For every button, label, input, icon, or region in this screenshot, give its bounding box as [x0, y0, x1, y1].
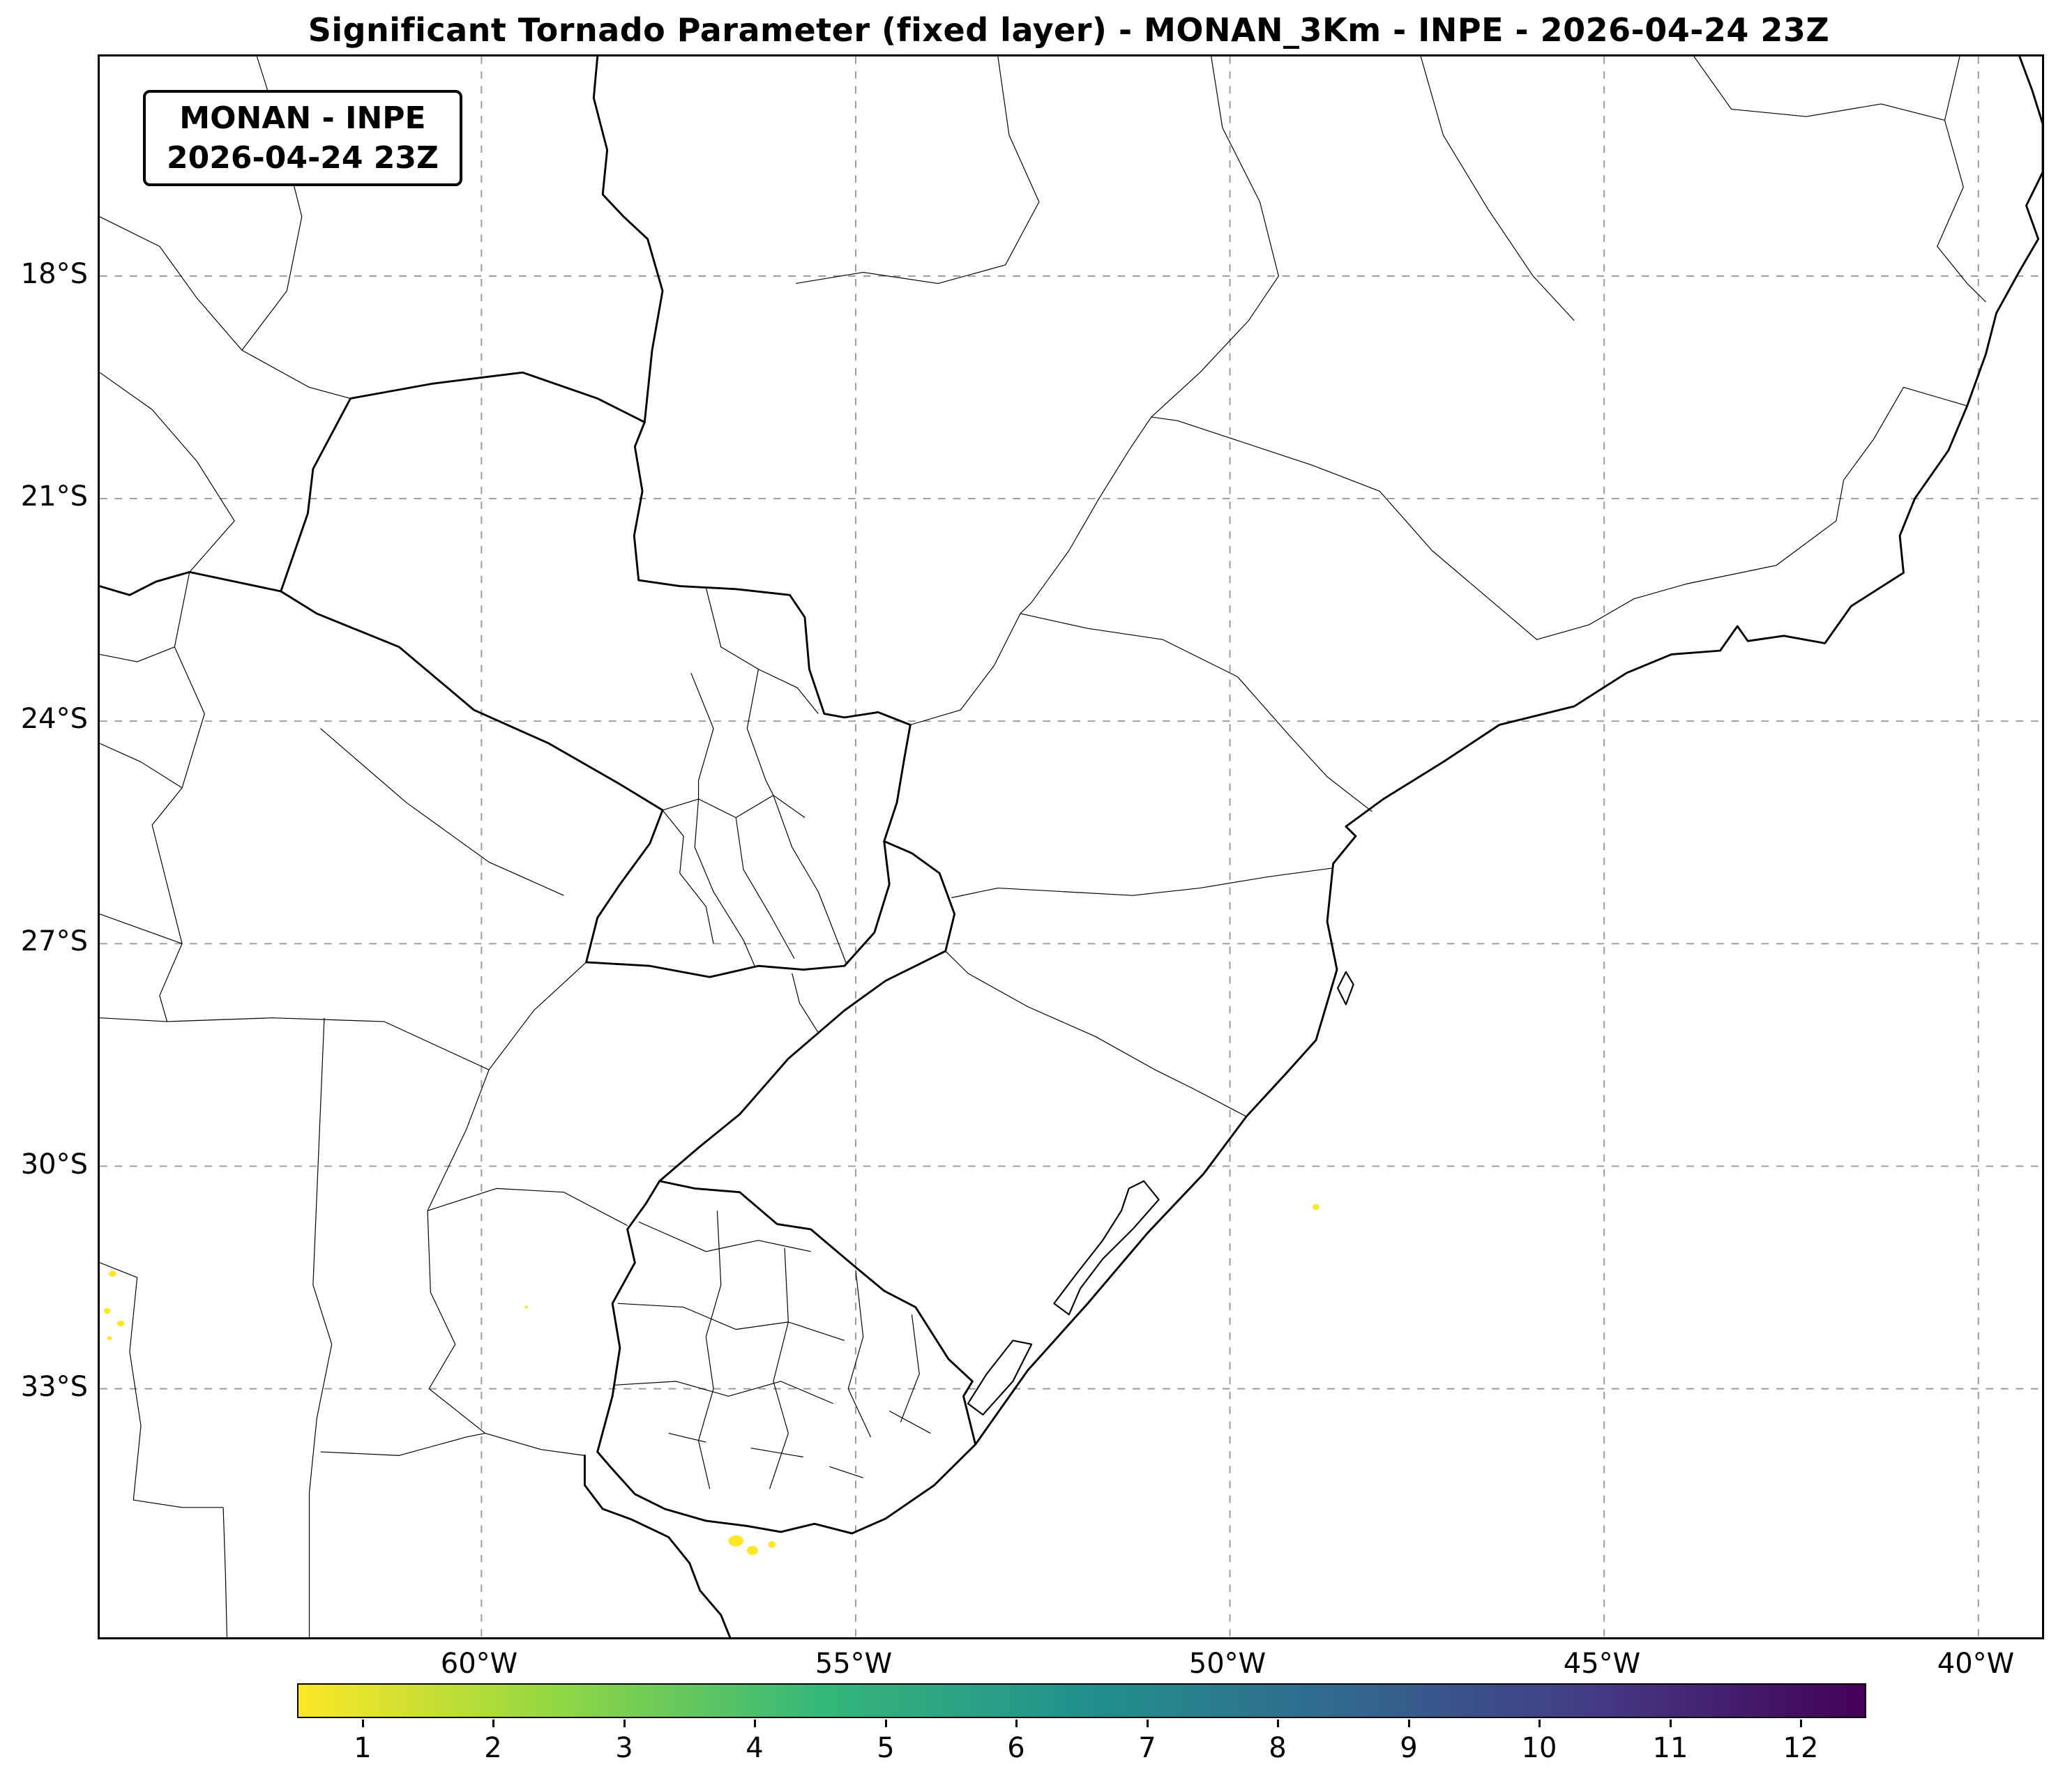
colorbar-tick-label-5: 5	[877, 1732, 895, 1764]
uruguay-river-border	[596, 1180, 661, 1453]
stp-region	[116, 1320, 125, 1327]
state-borders	[100, 56, 1986, 1637]
colorbar-tick	[362, 1720, 364, 1727]
map-canvas: MONAN - INPE 2026-04-24 23Z	[98, 54, 2044, 1639]
colorbar-tick	[754, 1720, 756, 1727]
model-name-label: MONAN - INPE	[179, 100, 426, 136]
colorbar-tick	[623, 1720, 626, 1727]
uruguay-brazil-border	[658, 1180, 977, 1446]
colorbar-tick	[1277, 1720, 1279, 1727]
graticule	[100, 56, 2042, 1637]
argentina-brazil-border	[658, 840, 956, 1183]
lat-label-27s: 27°S	[20, 925, 88, 957]
colorbar-tick	[1670, 1720, 1672, 1727]
colorbar-tick	[1800, 1720, 1802, 1727]
map-svg	[100, 56, 2042, 1637]
colorbar-tick-label-8: 8	[1269, 1732, 1287, 1764]
model-run-datetime-label: 2026-04-24 23Z	[167, 140, 439, 176]
chart-title: Significant Tornado Parameter (fixed lay…	[308, 11, 1830, 49]
colorbar-tick-label-10: 10	[1521, 1732, 1557, 1764]
stp-region	[108, 1270, 116, 1277]
bolivia-argentina-border	[100, 570, 282, 596]
stp-region	[103, 1307, 111, 1314]
stp-region	[768, 1541, 776, 1548]
colorbar-tick	[1015, 1720, 1018, 1727]
colorbar-tick-label-1: 1	[354, 1732, 372, 1764]
colorbar-tick-label-2: 2	[484, 1732, 502, 1764]
paraguay-bolivia-border	[280, 371, 646, 593]
stp-region	[524, 1305, 529, 1309]
lat-label-18s: 18°S	[20, 258, 88, 290]
colorbar-tick	[1147, 1720, 1149, 1727]
bolivia-brazil-border	[592, 56, 664, 423]
colorbar-tick-label-12: 12	[1783, 1732, 1819, 1764]
lat-label-24s: 24°S	[20, 703, 88, 735]
paraguay-argentina-border	[280, 590, 891, 978]
lon-label-45w: 45°W	[1563, 1648, 1641, 1680]
paraguay-brazil-border	[633, 421, 912, 842]
model-info-box: MONAN - INPE 2026-04-24 23Z	[143, 90, 462, 187]
stp-shading-layer	[103, 1204, 1319, 1555]
colorbar-tick-label-6: 6	[1007, 1732, 1025, 1764]
lat-label-30s: 30°S	[20, 1148, 88, 1181]
colorbar-tick	[1408, 1720, 1410, 1727]
florianopolis-island	[1337, 971, 1354, 1006]
lon-label-50w: 50°W	[1188, 1648, 1266, 1680]
colorbar-tick-label-4: 4	[746, 1732, 764, 1764]
stp-region	[1313, 1204, 1319, 1211]
stp-region	[728, 1535, 743, 1547]
colorbar-tick-label-11: 11	[1652, 1732, 1688, 1764]
colorbar-tick	[885, 1720, 887, 1727]
stp-region	[107, 1336, 112, 1341]
colorbar-tick-label-7: 7	[1138, 1732, 1156, 1764]
colorbar-tick	[492, 1720, 494, 1727]
country-borders	[100, 56, 2042, 1637]
lon-label-55w: 55°W	[815, 1648, 893, 1680]
colorbar	[297, 1683, 1866, 1718]
lon-label-40w: 40°W	[1937, 1648, 2015, 1680]
colorbar-tick	[1538, 1720, 1541, 1727]
water-bodies	[967, 971, 1354, 1416]
colorbar-gradient	[298, 1685, 1865, 1717]
stp-region	[746, 1546, 758, 1555]
lon-label-60w: 60°W	[440, 1648, 518, 1680]
colorbar-tick-label-3: 3	[615, 1732, 633, 1764]
lagoa-mirim	[967, 1340, 1033, 1416]
brazil-uruguay-coastline	[596, 56, 2042, 1535]
lat-label-33s: 33°S	[20, 1371, 88, 1403]
lagoa-dos-patos	[1053, 1180, 1160, 1316]
colorbar-tick-label-9: 9	[1400, 1732, 1418, 1764]
lat-label-21s: 21°S	[20, 480, 88, 513]
rio-de-la-plata-west-coast	[583, 1454, 732, 1637]
